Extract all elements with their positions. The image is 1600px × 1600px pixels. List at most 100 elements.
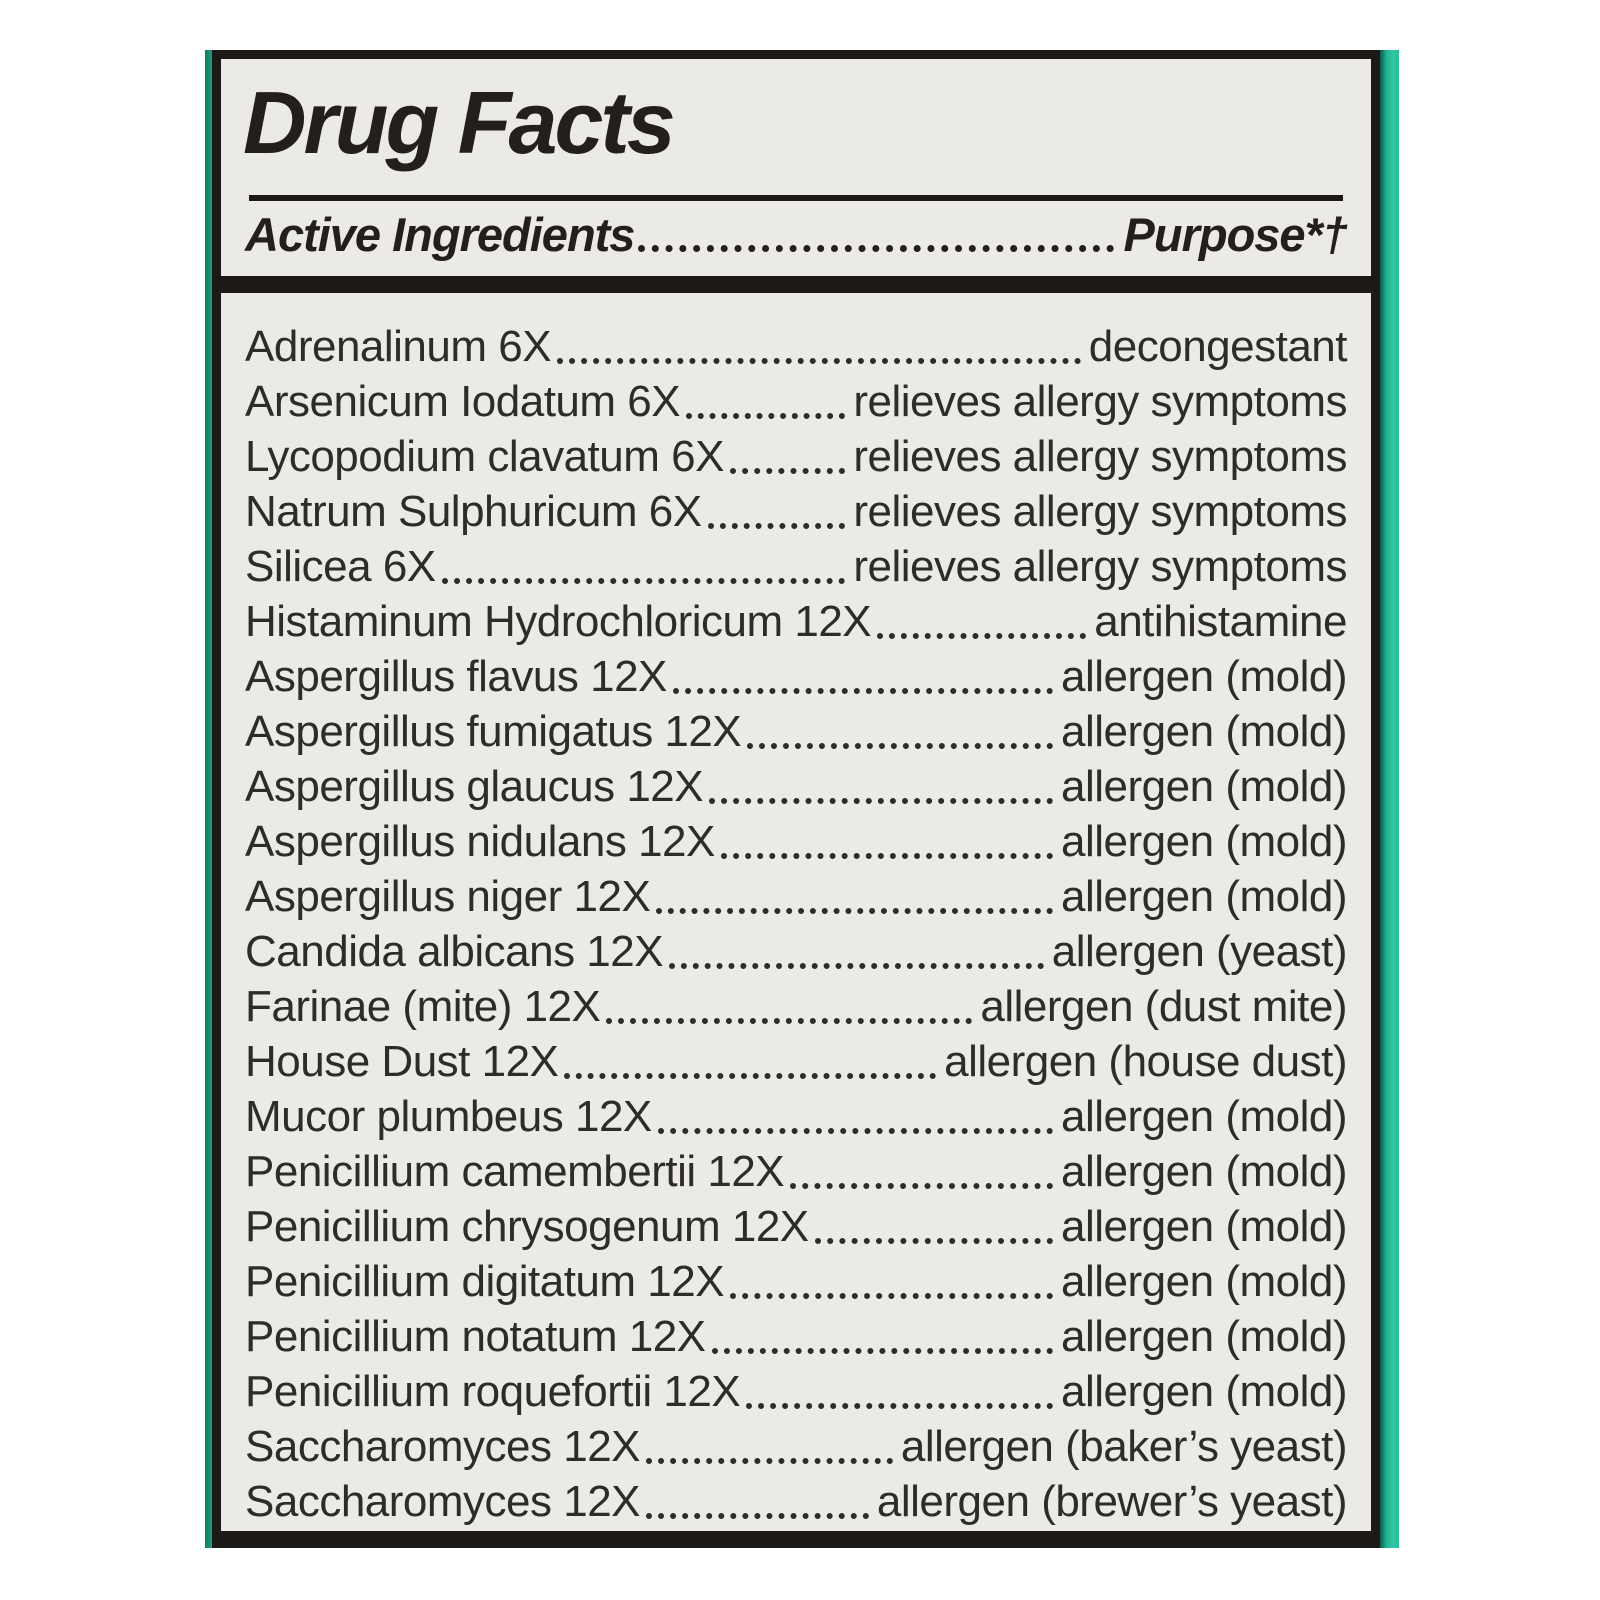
box-edge-right bbox=[1380, 50, 1399, 1548]
dot-leader bbox=[669, 963, 1044, 969]
header-divider-bar bbox=[221, 276, 1371, 293]
ingredient-row: Penicillium roquefortii 12X allergen (mo… bbox=[245, 1364, 1347, 1419]
ingredient-name: Penicillium roquefortii 12X bbox=[245, 1367, 741, 1416]
ingredient-purpose: allergen (brewer’s yeast) bbox=[876, 1477, 1348, 1526]
ingredient-name: Aspergillus nidulans 12X bbox=[245, 817, 715, 866]
ingredient-row: Saccharomyces 12X allergen (baker’s yeas… bbox=[245, 1419, 1348, 1474]
ingredient-name: Penicillium camembertii 12X bbox=[245, 1147, 785, 1196]
ingredient-row: Farinae (mite) 12X allergen (dust mite) bbox=[245, 979, 1347, 1034]
ingredient-name: Aspergillus niger 12X bbox=[245, 872, 651, 921]
ingredient-purpose: relieves allergy symptoms bbox=[853, 377, 1347, 426]
ingredient-name: Penicillium chrysogenum 12X bbox=[245, 1202, 809, 1251]
dot-leader bbox=[656, 908, 1054, 914]
ingredient-purpose: allergen (mold) bbox=[1061, 707, 1347, 756]
ingredient-purpose: allergen (mold) bbox=[1061, 1092, 1347, 1141]
ingredient-purpose: allergen (mold) bbox=[1061, 1367, 1347, 1416]
dot-leader bbox=[814, 1238, 1054, 1244]
ingredients-header-row: Active Ingredients Purpose*† bbox=[243, 201, 1349, 268]
ingredient-name: House Dust 12X bbox=[245, 1037, 559, 1086]
dot-leader bbox=[672, 688, 1054, 694]
ingredient-row: Aspergillus niger 12X allergen (mold) bbox=[245, 869, 1347, 924]
ingredient-name: Farinae (mite) 12X bbox=[245, 982, 601, 1031]
drug-facts-panel: Drug Facts Active Ingredients Purpose*† … bbox=[221, 59, 1371, 1531]
ingredient-row: Aspergillus fumigatus 12X allergen (mold… bbox=[245, 704, 1347, 759]
dot-leader bbox=[747, 743, 1054, 749]
dot-leader bbox=[709, 798, 1054, 804]
ingredient-row: Natrum Sulphuricum 6X relieves allergy s… bbox=[245, 484, 1347, 539]
ingredient-name: Adrenalinum 6X bbox=[245, 322, 552, 371]
ingredient-row: Silicea 6X relieves allergy symptoms bbox=[245, 539, 1347, 594]
ingredient-name: Mucor plumbeus 12X bbox=[245, 1092, 652, 1141]
ingredient-row: Histaminum Hydrochloricum 12X antihistam… bbox=[245, 594, 1347, 649]
ingredient-purpose: relieves allergy symptoms bbox=[853, 487, 1347, 536]
ingredient-row: Aspergillus glaucus 12X allergen (mold) bbox=[245, 759, 1347, 814]
ingredient-purpose: relieves allergy symptoms bbox=[853, 542, 1347, 591]
ingredient-name: Saccharomyces 12X bbox=[245, 1477, 641, 1526]
drug-facts-frame: Drug Facts Active Ingredients Purpose*† … bbox=[212, 50, 1380, 1548]
ingredient-row: Penicillium digitatum 12X allergen (mold… bbox=[245, 1254, 1347, 1309]
ingredient-name: Penicillium notatum 12X bbox=[245, 1312, 706, 1361]
ingredient-name: Lycopodium clavatum 6X bbox=[245, 432, 724, 481]
ingredient-name: Natrum Sulphuricum 6X bbox=[245, 487, 702, 536]
ingredient-row: Arsenicum Iodatum 6X relieves allergy sy… bbox=[245, 374, 1347, 429]
ingredient-name: Histaminum Hydrochloricum 12X bbox=[245, 597, 872, 646]
ingredient-purpose: allergen (mold) bbox=[1061, 652, 1347, 701]
ingredient-name: Candida albicans 12X bbox=[245, 927, 664, 976]
ingredient-row: Adrenalinum 6X decongestant bbox=[245, 319, 1348, 374]
dot-leader bbox=[877, 633, 1087, 639]
ingredient-purpose: allergen (house dust) bbox=[944, 1037, 1347, 1086]
ingredient-row: Candida albicans 12X allergen (yeast) bbox=[245, 924, 1348, 979]
ingredient-purpose: allergen (mold) bbox=[1061, 817, 1347, 866]
drug-facts-label: Drug Facts Active Ingredients Purpose*† … bbox=[205, 50, 1399, 1548]
ingredient-purpose: antihistamine bbox=[1094, 597, 1347, 646]
ingredient-row: Aspergillus flavus 12X allergen (mold) bbox=[245, 649, 1347, 704]
title-divider bbox=[249, 195, 1343, 201]
dot-leader bbox=[646, 1458, 893, 1464]
ingredient-row: Penicillium notatum 12X allergen (mold) bbox=[245, 1309, 1347, 1364]
ingredient-purpose: allergen (yeast) bbox=[1051, 927, 1348, 976]
ingredient-purpose: allergen (dust mite) bbox=[980, 982, 1347, 1031]
ingredient-row: Mucor plumbeus 12X allergen (mold) bbox=[245, 1089, 1347, 1144]
ingredient-name: Aspergillus glaucus 12X bbox=[245, 762, 704, 811]
ingredient-purpose: allergen (mold) bbox=[1061, 1202, 1347, 1251]
ingredient-row: Penicillium camembertii 12X allergen (mo… bbox=[245, 1144, 1347, 1199]
ingredient-name: Silicea 6X bbox=[245, 542, 436, 591]
purpose-heading: Purpose*† bbox=[1123, 208, 1348, 261]
ingredient-purpose: decongestant bbox=[1088, 322, 1348, 371]
ingredient-name: Aspergillus flavus 12X bbox=[245, 652, 667, 701]
dot-leader bbox=[707, 523, 846, 529]
ingredient-purpose: allergen (mold) bbox=[1061, 872, 1347, 921]
dot-leader bbox=[790, 1183, 1054, 1189]
dot-leader bbox=[729, 468, 846, 474]
ingredient-row: House Dust 12X allergen (house dust) bbox=[245, 1034, 1347, 1089]
ingredient-purpose: relieves allergy symptoms bbox=[853, 432, 1347, 481]
box-edge-left bbox=[205, 50, 212, 1548]
ingredient-name: Aspergillus fumigatus 12X bbox=[245, 707, 742, 756]
dot-leader bbox=[441, 578, 846, 584]
dot-leader bbox=[686, 413, 846, 419]
ingredient-name: Saccharomyces 12X bbox=[245, 1422, 641, 1471]
ingredient-row: Lycopodium clavatum 6X relieves allergy … bbox=[245, 429, 1347, 484]
ingredient-purpose: allergen (mold) bbox=[1061, 762, 1347, 811]
dot-leader bbox=[638, 245, 1114, 252]
ingredient-name: Penicillium digitatum 12X bbox=[245, 1257, 725, 1306]
drug-facts-title: Drug Facts bbox=[243, 73, 676, 172]
dot-leader bbox=[646, 1513, 869, 1519]
ingredient-row: Saccharomyces 12X allergen (brewer’s yea… bbox=[245, 1474, 1348, 1529]
active-ingredients-heading: Active Ingredients bbox=[245, 208, 635, 261]
dot-leader bbox=[720, 853, 1054, 859]
dot-leader bbox=[711, 1348, 1054, 1354]
dot-leader bbox=[657, 1128, 1054, 1134]
dot-leader bbox=[746, 1403, 1054, 1409]
dot-leader bbox=[606, 1018, 973, 1024]
ingredient-purpose: allergen (baker’s yeast) bbox=[900, 1422, 1348, 1471]
dot-leader bbox=[730, 1293, 1054, 1299]
ingredient-purpose: allergen (mold) bbox=[1061, 1147, 1347, 1196]
dot-leader bbox=[564, 1073, 937, 1079]
ingredient-row: Penicillium chrysogenum 12X allergen (mo… bbox=[245, 1199, 1347, 1254]
ingredient-purpose: allergen (mold) bbox=[1061, 1257, 1347, 1306]
ingredient-name: Arsenicum Iodatum 6X bbox=[245, 377, 681, 426]
ingredient-row: Aspergillus nidulans 12X allergen (mold) bbox=[245, 814, 1347, 869]
ingredients-list: Adrenalinum 6X decongestant Arsenicum Io… bbox=[243, 293, 1349, 1529]
